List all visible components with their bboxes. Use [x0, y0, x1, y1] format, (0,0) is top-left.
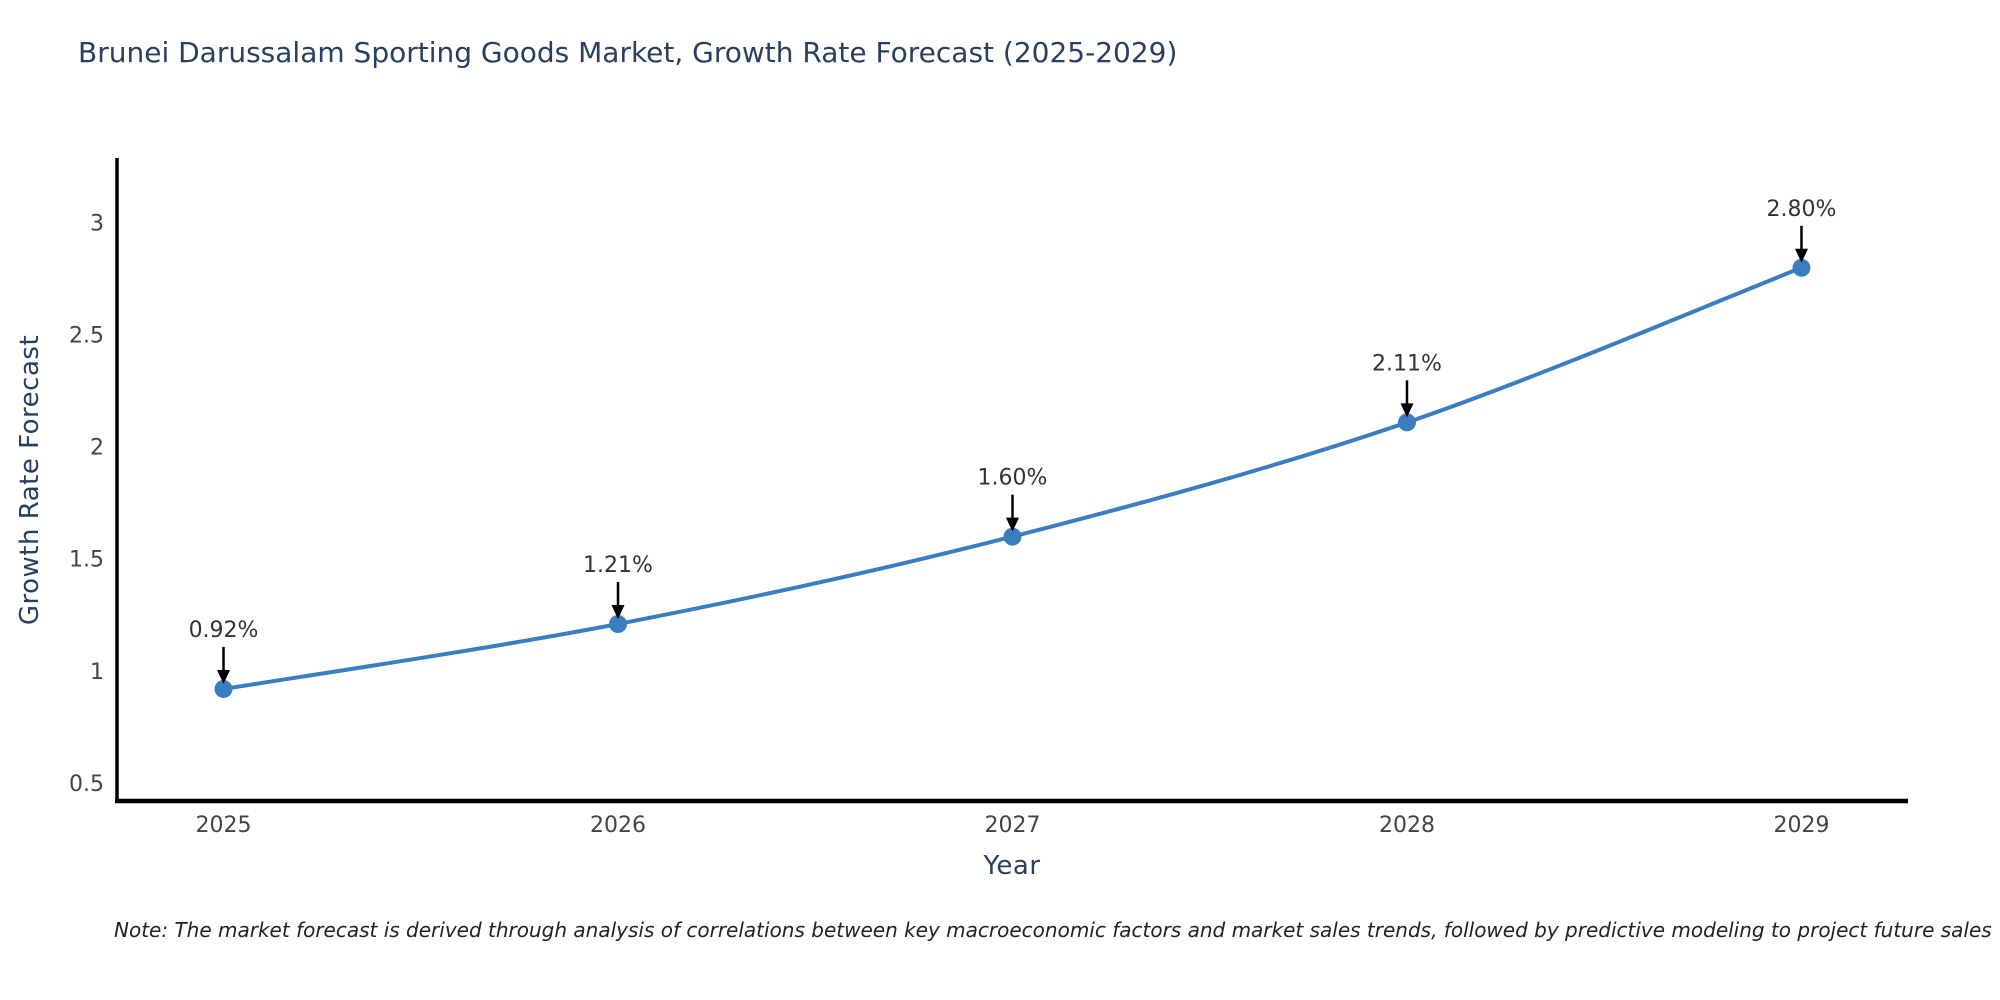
data-point-marker [609, 615, 628, 634]
annotation-arrowhead-icon [1400, 403, 1414, 418]
data-point-marker [1397, 413, 1416, 432]
y-tick-label: 3 [90, 212, 104, 237]
y-tick-label: 0.5 [69, 772, 104, 797]
point-annotation-label: 0.92% [189, 618, 259, 643]
data-point-marker [1003, 527, 1022, 546]
point-annotation-label: 1.60% [978, 466, 1048, 491]
y-tick-label: 2.5 [69, 324, 104, 349]
x-axis-title: Year [983, 851, 1041, 881]
annotation-arrowhead-icon [217, 669, 231, 684]
y-tick-label: 1.5 [69, 548, 104, 573]
footnote: Note: The market forecast is derived thr… [114, 918, 1992, 942]
point-annotation-label: 2.11% [1372, 351, 1442, 376]
data-point-marker [1792, 258, 1811, 277]
x-tick-label: 2028 [1379, 813, 1435, 838]
x-tick-label: 2026 [590, 813, 646, 838]
x-tick-label: 2025 [196, 813, 252, 838]
point-annotation-label: 1.21% [583, 553, 653, 578]
chart-title: Brunei Darussalam Sporting Goods Market,… [78, 36, 1178, 69]
data-point-marker [214, 679, 233, 698]
x-tick-label: 2027 [985, 813, 1041, 838]
annotation-arrowhead-icon [1006, 517, 1019, 532]
point-annotation-label: 2.80% [1767, 197, 1837, 222]
y-tick-label: 2 [90, 436, 104, 461]
y-tick-label: 1 [90, 660, 104, 685]
annotation-arrowhead-icon [611, 605, 625, 620]
annotation-arrowhead-icon [1794, 248, 1808, 263]
x-tick-label: 2029 [1773, 813, 1829, 838]
